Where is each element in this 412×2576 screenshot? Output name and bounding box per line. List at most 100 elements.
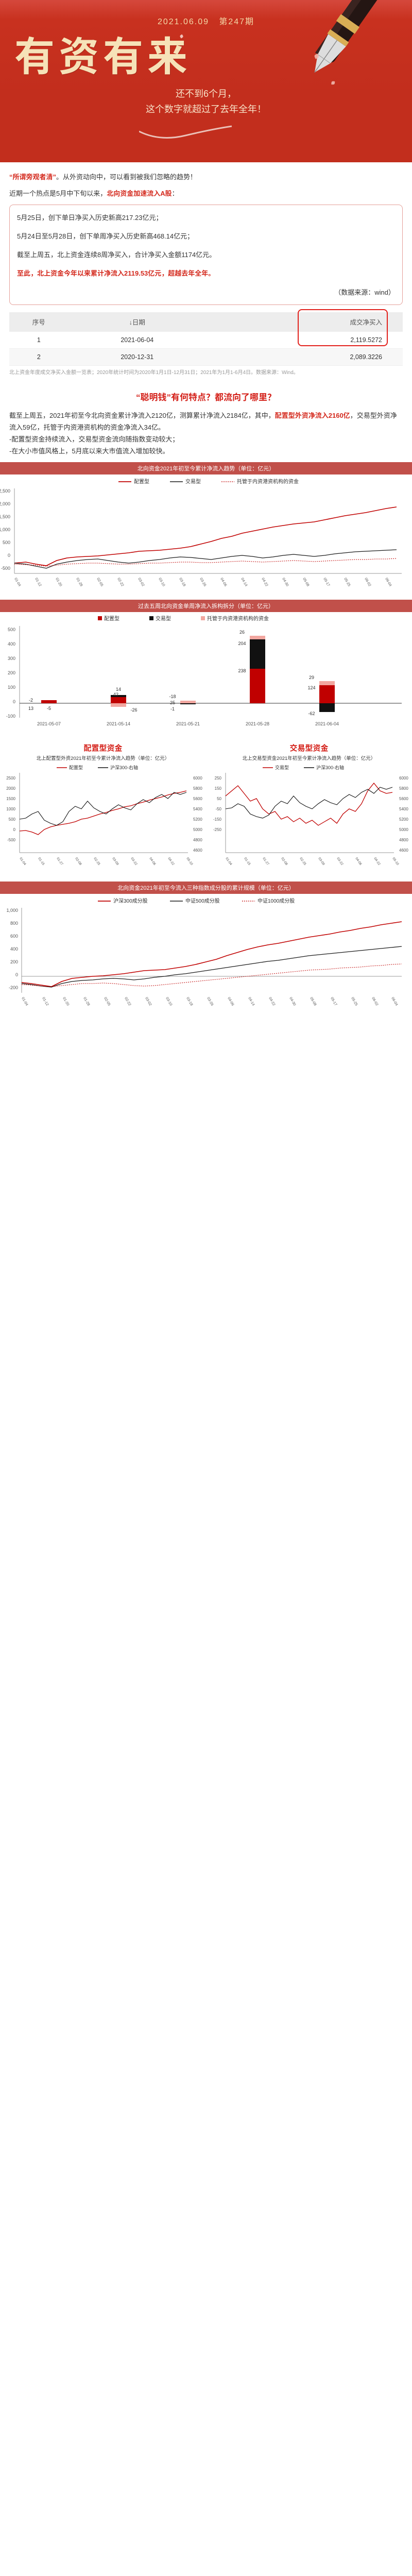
svg-text:03-02: 03-02 xyxy=(137,578,145,587)
svg-text:-18: -18 xyxy=(169,694,176,699)
svg-text:04-06: 04-06 xyxy=(227,997,234,1007)
svg-text:05-10: 05-10 xyxy=(185,857,193,867)
svg-text:5200: 5200 xyxy=(193,817,202,822)
svg-text:04-22: 04-22 xyxy=(268,997,276,1007)
svg-text:交易型: 交易型 xyxy=(275,765,289,770)
svg-text:03-10: 03-10 xyxy=(158,578,165,587)
svg-text:238: 238 xyxy=(238,668,246,673)
svg-text:1000: 1000 xyxy=(6,807,15,811)
svg-text:05-08: 05-08 xyxy=(309,997,317,1007)
svg-text:2021-05-28: 2021-05-28 xyxy=(246,721,269,726)
svg-text:-200: -200 xyxy=(9,985,18,990)
svg-text:1,500: 1,500 xyxy=(0,514,10,519)
svg-text:中证1000成分股: 中证1000成分股 xyxy=(258,897,295,904)
svg-text:29: 29 xyxy=(309,675,314,680)
svg-text:4600: 4600 xyxy=(399,848,408,853)
svg-text:05-17: 05-17 xyxy=(330,997,337,1007)
svg-text:01-27: 01-27 xyxy=(262,857,269,867)
svg-text:400: 400 xyxy=(8,641,15,647)
svg-text:02-25: 02-25 xyxy=(93,857,100,867)
svg-text:01-12: 01-12 xyxy=(34,578,42,587)
svg-text:2,500: 2,500 xyxy=(0,488,10,494)
svg-text:300: 300 xyxy=(8,656,15,661)
svg-text:03-10: 03-10 xyxy=(165,997,173,1007)
svg-text:2021-06-04: 2021-06-04 xyxy=(315,721,339,726)
svg-text:01-28: 01-28 xyxy=(75,578,83,587)
svg-text:4800: 4800 xyxy=(193,838,202,842)
svg-text:5800: 5800 xyxy=(193,786,202,791)
svg-text:配置型: 配置型 xyxy=(134,478,149,485)
svg-text:03-09: 03-09 xyxy=(317,857,325,867)
svg-text:配置型: 配置型 xyxy=(69,765,83,770)
svg-text:800: 800 xyxy=(10,921,18,926)
svg-text:01-04: 01-04 xyxy=(225,857,232,867)
svg-text:-250: -250 xyxy=(213,827,222,832)
svg-text:02-22: 02-22 xyxy=(124,997,131,1007)
svg-text:1,000: 1,000 xyxy=(6,908,18,913)
svg-text:5800: 5800 xyxy=(399,786,408,791)
svg-text:-100: -100 xyxy=(6,714,15,719)
svg-text:01-04: 01-04 xyxy=(21,997,28,1007)
svg-text:400: 400 xyxy=(10,946,18,952)
svg-text:-2: -2 xyxy=(29,698,33,703)
svg-text:13: 13 xyxy=(28,706,33,711)
svg-text:6000: 6000 xyxy=(193,776,202,781)
svg-text:交易型: 交易型 xyxy=(185,478,201,485)
svg-text:4800: 4800 xyxy=(399,838,408,842)
svg-text:5000: 5000 xyxy=(399,827,408,832)
svg-text:2,000: 2,000 xyxy=(0,501,10,506)
svg-text:沪深300成分股: 沪深300成分股 xyxy=(113,897,148,904)
svg-text:-50: -50 xyxy=(215,807,221,811)
svg-text:04-22: 04-22 xyxy=(167,857,175,867)
svg-text:交易型: 交易型 xyxy=(156,615,171,622)
svg-text:2500: 2500 xyxy=(6,776,15,781)
svg-text:5600: 5600 xyxy=(193,796,202,801)
svg-text:03-02: 03-02 xyxy=(144,997,152,1007)
svg-text:04-30: 04-30 xyxy=(288,997,296,1007)
svg-text:06-04: 06-04 xyxy=(390,997,398,1007)
svg-text:04-06: 04-06 xyxy=(219,578,227,587)
svg-text:04-22: 04-22 xyxy=(373,857,381,867)
svg-text:03-26: 03-26 xyxy=(199,578,207,587)
svg-text:0: 0 xyxy=(13,827,16,832)
svg-text:1500: 1500 xyxy=(6,796,15,801)
svg-text:05-10: 05-10 xyxy=(391,857,399,867)
svg-text:01-20: 01-20 xyxy=(62,997,70,1007)
svg-text:03-22: 03-22 xyxy=(130,857,138,867)
svg-text:托管于内资港资机构的资金: 托管于内资港资机构的资金 xyxy=(207,615,269,622)
svg-text:5600: 5600 xyxy=(399,796,408,801)
svg-text:05-25: 05-25 xyxy=(343,578,351,587)
svg-text:04-14: 04-14 xyxy=(247,997,255,1007)
svg-text:06-02: 06-02 xyxy=(371,997,379,1007)
svg-text:0: 0 xyxy=(13,699,15,704)
svg-text:-26: -26 xyxy=(130,707,137,713)
svg-text:2021-05-14: 2021-05-14 xyxy=(107,721,130,726)
svg-text:03-26: 03-26 xyxy=(206,997,214,1007)
svg-text:1,000: 1,000 xyxy=(0,527,10,532)
svg-text:06-02: 06-02 xyxy=(364,578,371,587)
svg-text:配置型: 配置型 xyxy=(104,615,119,622)
svg-text:14: 14 xyxy=(116,687,121,692)
svg-text:中证500成分股: 中证500成分股 xyxy=(185,897,220,904)
svg-text:01-12: 01-12 xyxy=(41,997,49,1007)
svg-text:03-09: 03-09 xyxy=(111,857,119,867)
svg-text:01-04: 01-04 xyxy=(13,578,21,587)
svg-text:04-14: 04-14 xyxy=(240,578,248,587)
svg-text:01-28: 01-28 xyxy=(82,997,90,1007)
svg-text:02-08: 02-08 xyxy=(280,857,288,867)
svg-text:4600: 4600 xyxy=(193,848,202,853)
svg-text:500: 500 xyxy=(8,627,15,632)
svg-text:-62: -62 xyxy=(308,711,315,716)
svg-text:沪深300-右轴: 沪深300-右轴 xyxy=(110,765,138,770)
svg-text:600: 600 xyxy=(10,934,18,939)
svg-text:01-20: 01-20 xyxy=(55,578,62,587)
svg-text:05-25: 05-25 xyxy=(350,997,358,1007)
svg-text:0: 0 xyxy=(15,972,18,977)
svg-text:26: 26 xyxy=(239,630,245,635)
svg-text:-500: -500 xyxy=(7,838,16,842)
svg-text:02-05: 02-05 xyxy=(96,578,104,587)
svg-text:02-05: 02-05 xyxy=(103,997,111,1007)
svg-text:-150: -150 xyxy=(213,817,222,822)
svg-text:03-18: 03-18 xyxy=(185,997,193,1007)
svg-text:6000: 6000 xyxy=(399,776,408,781)
